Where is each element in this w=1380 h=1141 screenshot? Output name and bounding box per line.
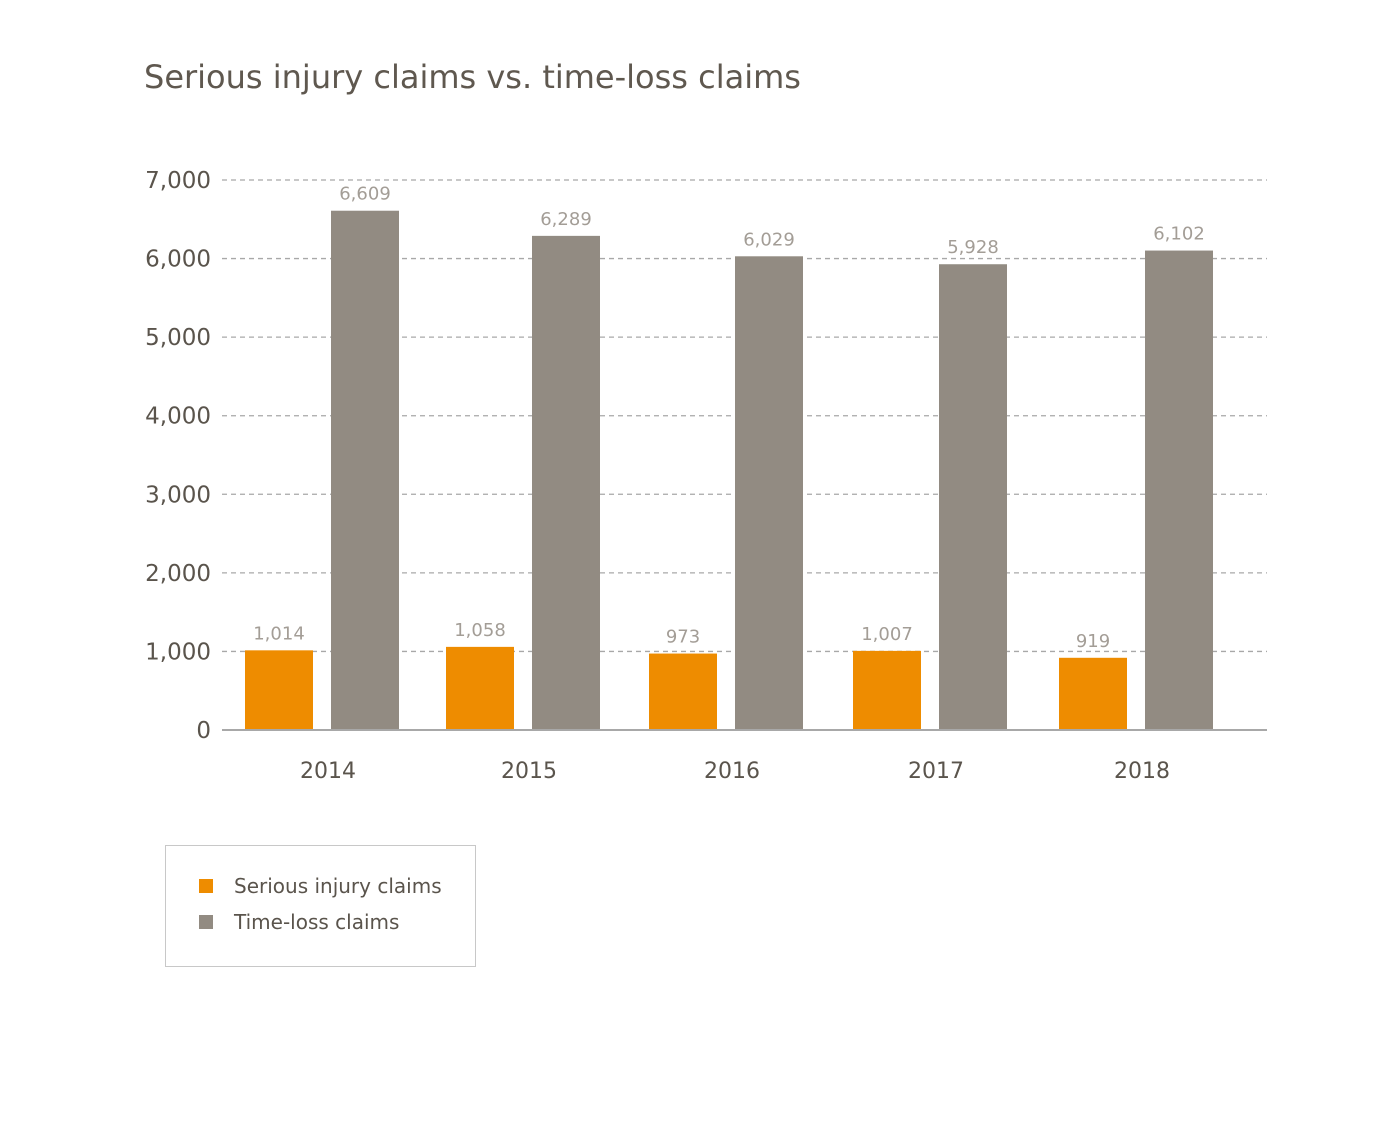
data-labels: 1,014 6,609 1,058 6,289 973 6,029 1,007 5,928 91… [253, 184, 1205, 652]
y-tick-label: 3,000 [145, 482, 211, 508]
y-tick-label: 0 [196, 718, 211, 744]
legend: Serious injury claims Time-loss claims [165, 845, 476, 967]
data-label: 5,928 [947, 237, 999, 258]
data-label: 1,007 [861, 624, 913, 645]
y-tick-label: 4,000 [145, 404, 211, 430]
x-tick-label: 2015 [501, 759, 557, 784]
bar-time-loss-2018 [1145, 250, 1213, 731]
data-label: 1,014 [253, 623, 305, 644]
legend-label-serious-injury: Serious injury claims [234, 874, 442, 898]
y-tick-label: 1,000 [145, 639, 211, 665]
bar-serious-injury-2017 [853, 650, 921, 730]
x-tick-label: 2014 [300, 759, 356, 784]
legend-item-serious-injury: Serious injury claims [199, 874, 442, 898]
bar-time-loss-2014 [331, 210, 399, 730]
legend-swatch-serious-injury [199, 879, 213, 893]
bar-serious-injury-2014 [245, 650, 313, 730]
data-label: 6,102 [1153, 224, 1205, 245]
data-label: 973 [666, 627, 700, 648]
y-tick-label: 7,000 [145, 168, 211, 194]
data-label: 919 [1076, 631, 1110, 652]
x-tick-label: 2017 [908, 759, 964, 784]
data-label: 6,609 [339, 184, 391, 205]
bar-time-loss-2015 [532, 235, 600, 730]
bar-time-loss-2017 [939, 264, 1007, 730]
y-tick-label: 2,000 [145, 561, 211, 587]
bar-serious-injury-2016 [649, 653, 717, 730]
bar-serious-injury-2015 [446, 646, 514, 730]
y-axis-ticks: 0 1,000 2,000 3,000 4,000 5,000 6,000 7,000 [145, 168, 211, 744]
data-label: 1,058 [454, 620, 506, 641]
bars [245, 210, 1213, 731]
legend-swatch-time-loss [199, 915, 213, 929]
x-axis-ticks: 2014 2015 2016 2017 2018 [300, 759, 1170, 784]
x-tick-label: 2018 [1114, 759, 1170, 784]
data-label: 6,289 [540, 209, 592, 230]
data-label: 6,029 [743, 229, 795, 250]
bar-serious-injury-2018 [1059, 657, 1127, 730]
bar-chart: 0 1,000 2,000 3,000 4,000 5,000 6,000 7,000 1,0… [145, 168, 1267, 784]
chart-title: Serious injury claims vs. time-loss clai… [144, 58, 801, 96]
y-tick-label: 6,000 [145, 247, 211, 273]
y-tick-label: 5,000 [145, 325, 211, 351]
legend-item-time-loss: Time-loss claims [199, 910, 399, 934]
bar-time-loss-2016 [735, 256, 803, 730]
legend-label-time-loss: Time-loss claims [234, 910, 400, 934]
x-tick-label: 2016 [704, 759, 760, 784]
